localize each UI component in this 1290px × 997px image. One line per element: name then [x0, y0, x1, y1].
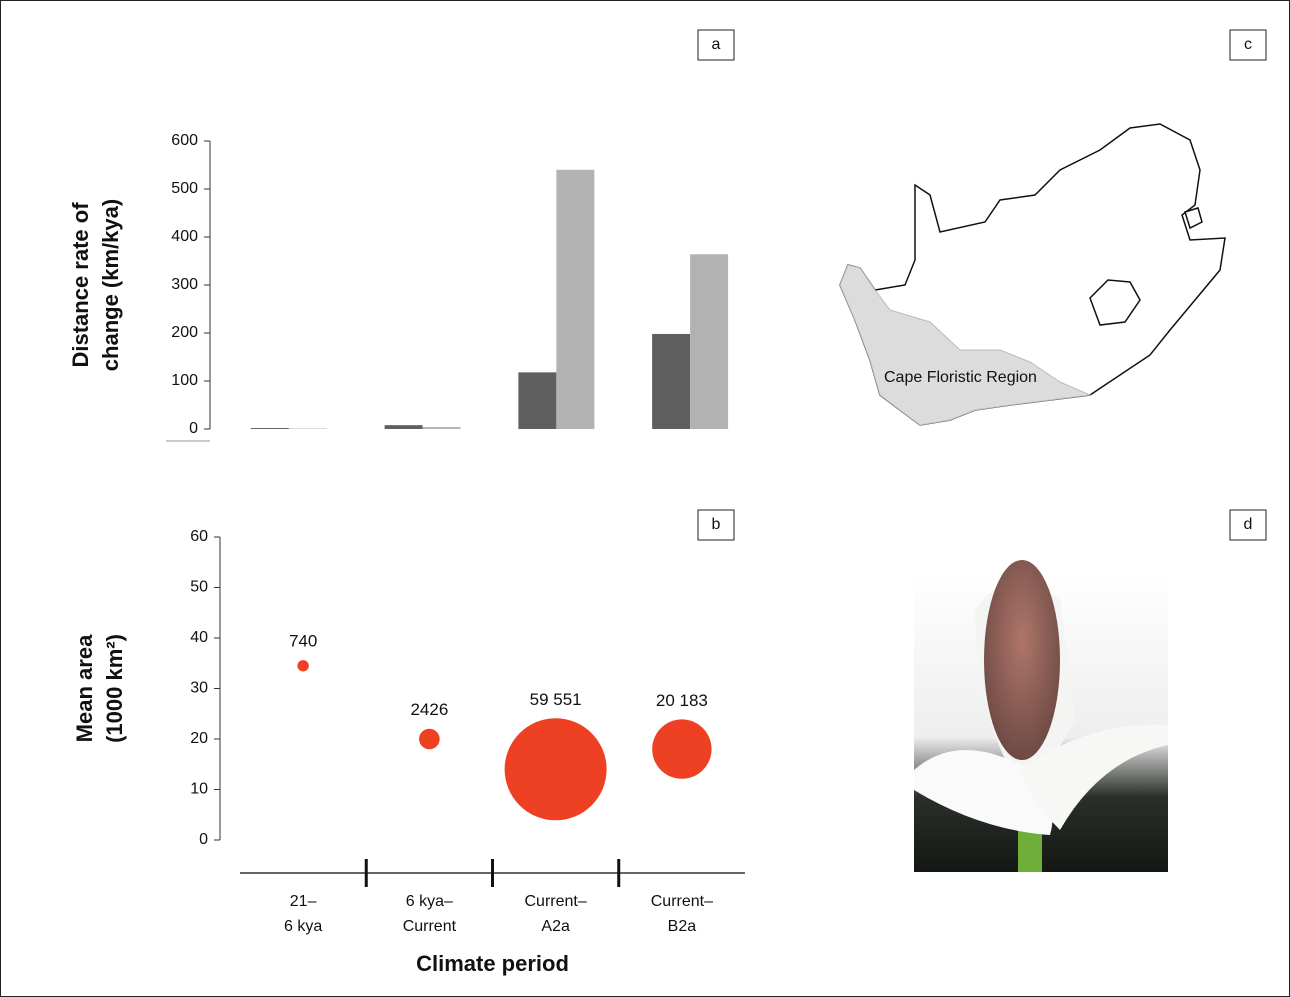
y-tick-label: 20	[190, 730, 208, 747]
panel-label: d	[1244, 516, 1253, 533]
y-tick-label: 40	[190, 629, 208, 646]
bubble-label: 740	[289, 632, 317, 651]
x-tick-line: 6 kya–	[406, 893, 453, 910]
bubble-label: 2426	[410, 700, 448, 719]
x-tick-line: A2a	[541, 918, 570, 935]
x-tick-line: B2a	[668, 918, 697, 935]
bubble	[297, 660, 309, 672]
bar	[422, 427, 461, 429]
x-axis-label: Climate period	[416, 951, 569, 976]
y-tick-label: 100	[171, 372, 198, 389]
bar	[250, 428, 289, 429]
panel-label: b	[712, 516, 721, 533]
y-tick-label: 600	[171, 132, 198, 149]
cape-region	[839, 264, 1092, 426]
bar	[556, 169, 595, 430]
swaziland	[1184, 207, 1203, 230]
x-tick-label: Current– B2a	[651, 893, 713, 935]
y-tick-label: 300	[171, 276, 198, 293]
x-tick-line: 21–	[290, 893, 317, 910]
bubble	[652, 719, 712, 779]
y-axis-label: (1000 km²)	[102, 634, 127, 743]
bar	[384, 425, 423, 429]
x-tick-line: Current–	[651, 893, 713, 910]
bar	[518, 372, 557, 429]
bubble	[419, 728, 440, 750]
x-tick-line: Current–	[525, 893, 587, 910]
frog	[984, 560, 1060, 760]
bubble	[504, 718, 607, 821]
bubble-label: 59 551	[530, 690, 582, 709]
y-axis-label: Distance rate of	[68, 202, 93, 368]
panel-label: c	[1244, 36, 1252, 53]
y-tick-label: 50	[190, 579, 208, 596]
y-axis-label: Mean area	[72, 634, 97, 742]
y-tick-label: 400	[171, 228, 198, 245]
region-label: Cape Floristic Region	[884, 369, 1037, 386]
x-tick-label: 21– 6 kya	[284, 893, 322, 935]
y-tick-label: 30	[190, 680, 208, 697]
y-tick-label: 0	[189, 420, 198, 437]
x-tick-label: Current– A2a	[525, 893, 587, 935]
bubble-label: 20 183	[656, 691, 708, 710]
photo	[914, 560, 1168, 872]
map: Cape Floristic Region	[839, 123, 1226, 426]
panel-label-box	[1229, 509, 1267, 541]
petal	[914, 750, 1053, 835]
y-tick-label: 500	[171, 180, 198, 197]
lesotho	[1089, 279, 1141, 326]
petal	[1020, 724, 1168, 830]
panel-label-box	[697, 29, 735, 61]
y-tick-label: 60	[190, 528, 208, 545]
x-tick-line: Current	[403, 918, 457, 935]
x-tick-line: 6 kya	[284, 918, 322, 935]
x-tick-label: 6 kya– Current	[403, 893, 457, 935]
panel-label: a	[712, 36, 721, 53]
y-tick-label: 200	[171, 324, 198, 341]
panel-label-box	[697, 509, 735, 541]
panel-label-box	[1229, 29, 1267, 61]
y-tick-label: 10	[190, 781, 208, 798]
y-tick-label: 0	[199, 831, 208, 848]
y-axis-label: change (km/kya)	[98, 199, 123, 371]
bar	[652, 333, 691, 429]
bar	[690, 254, 729, 429]
